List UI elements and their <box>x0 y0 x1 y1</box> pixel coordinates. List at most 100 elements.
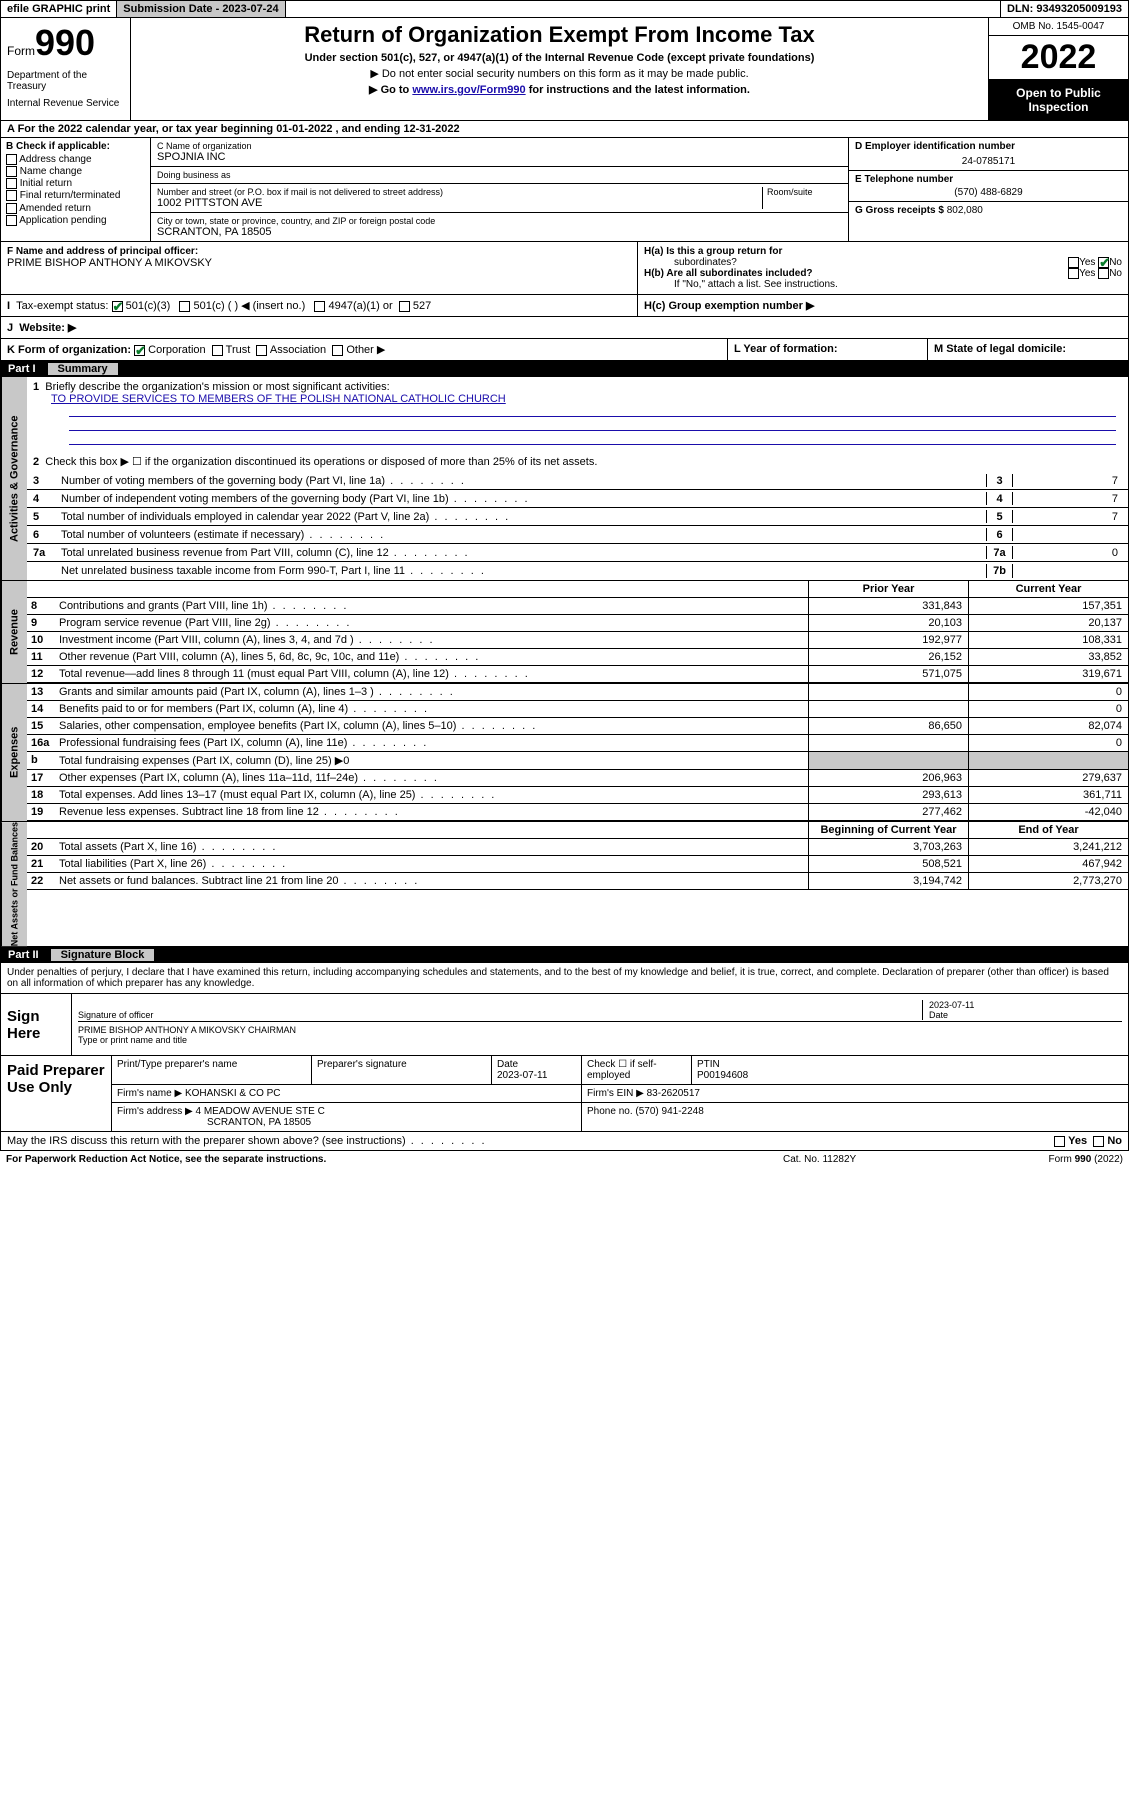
mission-text: TO PROVIDE SERVICES TO MEMBERS OF THE PO… <box>33 393 506 405</box>
dln-label: DLN: 93493205009193 <box>1001 1 1128 17</box>
form-ref: Form 990 (2022) <box>983 1154 1123 1165</box>
hb-yes[interactable] <box>1068 268 1079 279</box>
part-i-title: Summary <box>48 363 118 375</box>
prep-check-label: Check ☐ if self-employed <box>587 1059 657 1081</box>
i-label: Tax-exempt status: <box>16 300 108 312</box>
firm-name-val: KOHANSKI & CO PC <box>185 1088 281 1099</box>
i-4947[interactable] <box>314 301 325 312</box>
topbar-spacer <box>286 1 1001 17</box>
discuss-yes[interactable] <box>1054 1136 1065 1147</box>
b-opt-amended[interactable]: Amended return <box>6 203 145 214</box>
prep-name-label: Print/Type preparer's name <box>117 1059 237 1070</box>
hb-no[interactable] <box>1098 268 1109 279</box>
k-other[interactable] <box>332 345 343 356</box>
gov-row-4: 4Number of independent voting members of… <box>27 490 1128 508</box>
klm-row: K Form of organization: Corporation Trus… <box>0 339 1129 361</box>
ssn-note: ▶ Do not enter social security numbers o… <box>141 67 978 80</box>
ha-no[interactable] <box>1098 257 1109 268</box>
form-word: Form <box>7 44 35 58</box>
org-city: SCRANTON, PA 18505 <box>157 226 435 238</box>
rev-header-row: Prior Year Current Year <box>27 581 1128 598</box>
dept-treasury: Department of the Treasury <box>7 70 124 92</box>
exp-row-b: bTotal fundraising expenses (Part IX, co… <box>27 752 1128 770</box>
firm-addr2: SCRANTON, PA 18505 <box>117 1117 311 1128</box>
gov-row-3: 3Number of voting members of the governi… <box>27 472 1128 490</box>
submission-date-button[interactable]: Submission Date - 2023-07-24 <box>117 1 285 17</box>
b-opt-initial[interactable]: Initial return <box>6 178 145 189</box>
section-c: C Name of organization SPOJNIA INC Doing… <box>151 138 848 241</box>
b-opt-address[interactable]: Address change <box>6 154 145 165</box>
ha-label: H(a) Is this a group return for <box>644 246 782 257</box>
section-deg: D Employer identification number 24-0785… <box>848 138 1128 241</box>
prep-date-val: 2023-07-11 <box>497 1070 547 1081</box>
col-prior: Prior Year <box>808 581 968 597</box>
i-527[interactable] <box>399 301 410 312</box>
discuss-no[interactable] <box>1093 1136 1104 1147</box>
d-label: D Employer identification number <box>855 141 1122 152</box>
irs-link[interactable]: www.irs.gov/Form990 <box>412 84 525 96</box>
g-label: G Gross receipts $ <box>855 205 944 216</box>
paid-preparer-label: Paid Preparer Use Only <box>1 1056 111 1131</box>
dba-label: Doing business as <box>157 170 231 180</box>
sig-date-val: 2023-07-11 <box>929 1000 974 1010</box>
net-row-21: 21Total liabilities (Part X, line 26)508… <box>27 856 1128 873</box>
cat-no: Cat. No. 11282Y <box>783 1154 983 1165</box>
i-501c[interactable] <box>179 301 190 312</box>
k-trust[interactable] <box>212 345 223 356</box>
exp-row-17: 17Other expenses (Part IX, column (A), l… <box>27 770 1128 787</box>
col-begin: Beginning of Current Year <box>808 822 968 838</box>
q1-text: Briefly describe the organization's miss… <box>45 381 389 393</box>
sig-date-label: Date <box>929 1010 948 1020</box>
room-label: Room/suite <box>767 187 842 197</box>
declaration-text: Under penalties of perjury, I declare th… <box>0 963 1129 994</box>
b-label: B Check if applicable: <box>6 141 145 152</box>
form-subtitle: Under section 501(c), 527, or 4947(a)(1)… <box>141 52 978 64</box>
k-assoc[interactable] <box>256 345 267 356</box>
rev-row-11: 11Other revenue (Part VIII, column (A), … <box>27 649 1128 666</box>
firm-phone-label: Phone no. <box>587 1106 633 1117</box>
line-a: A For the 2022 calendar year, or tax yea… <box>0 121 1129 138</box>
irs-label: Internal Revenue Service <box>7 98 124 109</box>
net-header-row: Beginning of Current Year End of Year <box>27 822 1128 839</box>
goto-pre: ▶ Go to <box>369 84 412 96</box>
f-label: F Name and address of principal officer: <box>7 246 198 257</box>
vtab-expenses: Expenses <box>1 684 27 821</box>
header-right: OMB No. 1545-0047 2022 Open to Public In… <box>988 18 1128 120</box>
part-ii-num: Part II <box>8 949 51 961</box>
org-address: 1002 PITTSTON AVE <box>157 197 762 209</box>
page-footer: For Paperwork Reduction Act Notice, see … <box>0 1151 1129 1168</box>
k-label: K Form of organization: <box>7 344 131 356</box>
paid-preparer-block: Paid Preparer Use Only Print/Type prepar… <box>0 1056 1129 1132</box>
ihc-row: I Tax-exempt status: 501(c)(3) 501(c) ( … <box>0 295 1129 317</box>
mission-line-4 <box>69 433 1116 445</box>
sig-officer-label: Signature of officer <box>78 1010 153 1020</box>
top-bar: efile GRAPHIC print Submission Date - 20… <box>0 0 1129 18</box>
form-title: Return of Organization Exempt From Incom… <box>141 22 978 48</box>
firm-addr1: 4 MEADOW AVENUE STE C <box>196 1106 325 1117</box>
officer-name: PRIME BISHOP ANTHONY A MIKOVSKY <box>7 257 631 269</box>
part-i-header: Part I Summary <box>0 361 1129 377</box>
ptin-label: PTIN <box>697 1059 720 1070</box>
part-i-num: Part I <box>8 363 48 375</box>
rev-row-12: 12Total revenue—add lines 8 through 11 (… <box>27 666 1128 683</box>
header-mid: Return of Organization Exempt From Incom… <box>131 18 988 120</box>
ein-value: 24-0785171 <box>855 156 1122 167</box>
vtab-netassets: Net Assets or Fund Balances <box>1 822 27 946</box>
i-501c3[interactable] <box>112 301 123 312</box>
b-opt-final[interactable]: Final return/terminated <box>6 190 145 201</box>
officer-title-label: Type or print name and title <box>78 1035 187 1045</box>
ha-yes[interactable] <box>1068 257 1079 268</box>
tax-year: 2022 <box>989 36 1128 80</box>
rev-row-10: 10Investment income (Part VIII, column (… <box>27 632 1128 649</box>
rev-row-9: 9Program service revenue (Part VIII, lin… <box>27 615 1128 632</box>
b-opt-name[interactable]: Name change <box>6 166 145 177</box>
firm-name-label: Firm's name ▶ <box>117 1088 182 1099</box>
q2-num: 2 <box>33 456 39 468</box>
b-opt-pending[interactable]: Application pending <box>6 215 145 226</box>
identity-block: B Check if applicable: Address change Na… <box>0 138 1129 242</box>
k-corp[interactable] <box>134 345 145 356</box>
gov-row-7a: 7aTotal unrelated business revenue from … <box>27 544 1128 562</box>
discuss-text: May the IRS discuss this return with the… <box>7 1135 406 1147</box>
officer-printed-name: PRIME BISHOP ANTHONY A MIKOVSKY CHAIRMAN <box>78 1025 296 1035</box>
exp-row-15: 15Salaries, other compensation, employee… <box>27 718 1128 735</box>
